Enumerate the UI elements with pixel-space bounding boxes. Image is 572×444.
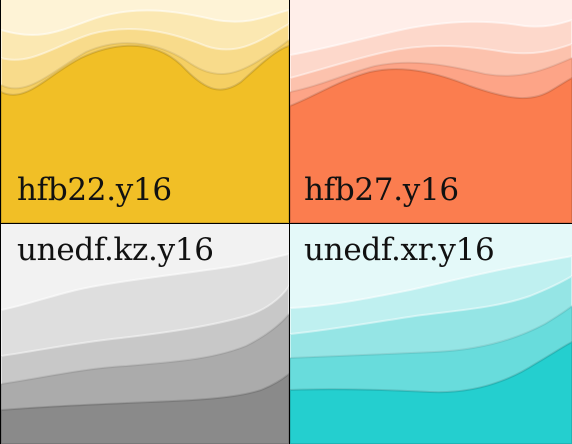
wave-graphic: [1, 0, 289, 223]
wave-graphic: [290, 224, 572, 444]
tile-unedf-kz: unedf.kz.y16: [1, 224, 289, 444]
wave-band-4: [290, 68, 572, 223]
tile-unedf-xr: unedf.xr.y16: [290, 224, 572, 444]
wave-graphic: [290, 0, 572, 223]
tile-label: hfb22.y16: [17, 172, 172, 208]
tile-label: unedf.kz.y16: [17, 232, 214, 268]
wave-graphic: [1, 224, 289, 444]
wave-band-4: [290, 340, 572, 444]
wave-band-4: [1, 372, 289, 444]
tile-hfb27: hfb27.y16: [290, 0, 572, 223]
tile-label: unedf.xr.y16: [304, 232, 495, 268]
tile-label: hfb27.y16: [304, 172, 459, 208]
wave-band-4: [1, 44, 289, 223]
tile-hfb22: hfb22.y16: [1, 0, 289, 223]
